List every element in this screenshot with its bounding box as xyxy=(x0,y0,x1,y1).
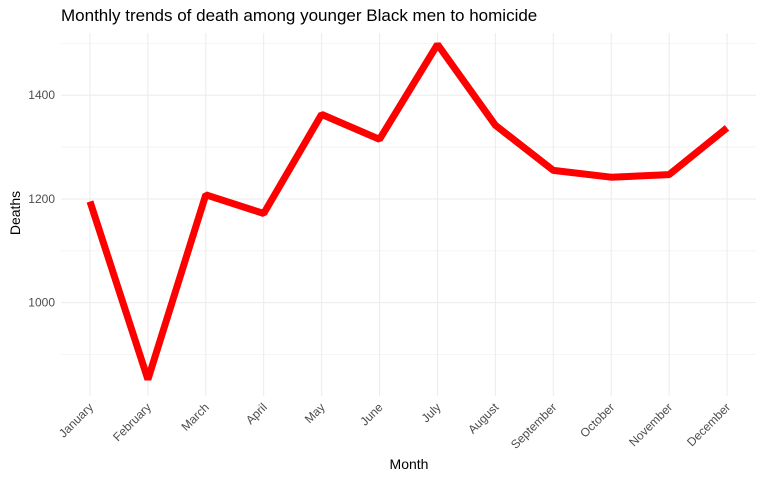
x-tick-label-december: December xyxy=(684,400,733,449)
x-axis-title: Month xyxy=(390,456,429,472)
series-layer xyxy=(86,42,730,381)
y-tick-label: 1200 xyxy=(28,192,55,206)
x-tick-label-august: August xyxy=(465,400,502,437)
x-tick-label-june: June xyxy=(357,400,386,429)
y-tick-label: 1400 xyxy=(28,88,55,102)
x-tick-label-september: September xyxy=(508,400,559,451)
series-line xyxy=(86,42,730,381)
chart-title: Monthly trends of death among younger Bl… xyxy=(61,6,538,25)
x-tick-label-january: January xyxy=(56,400,96,440)
x-tick-label-may: May xyxy=(302,400,328,426)
x-tick-label-february: February xyxy=(110,400,154,444)
y-tick-labels: 1000 1200 1400 xyxy=(28,88,55,309)
y-tick-label: 1000 xyxy=(28,296,55,310)
y-axis-title: Deaths xyxy=(7,191,23,235)
x-tick-labels: January February March April May June July Augu… xyxy=(56,400,733,452)
grid-lines xyxy=(61,33,756,396)
x-tick-label-april: April xyxy=(243,400,270,427)
x-tick-label-july: July xyxy=(419,400,444,425)
x-tick-label-march: March xyxy=(178,400,211,433)
x-tick-label-october: October xyxy=(577,400,617,440)
x-tick-label-november: November xyxy=(626,400,675,449)
